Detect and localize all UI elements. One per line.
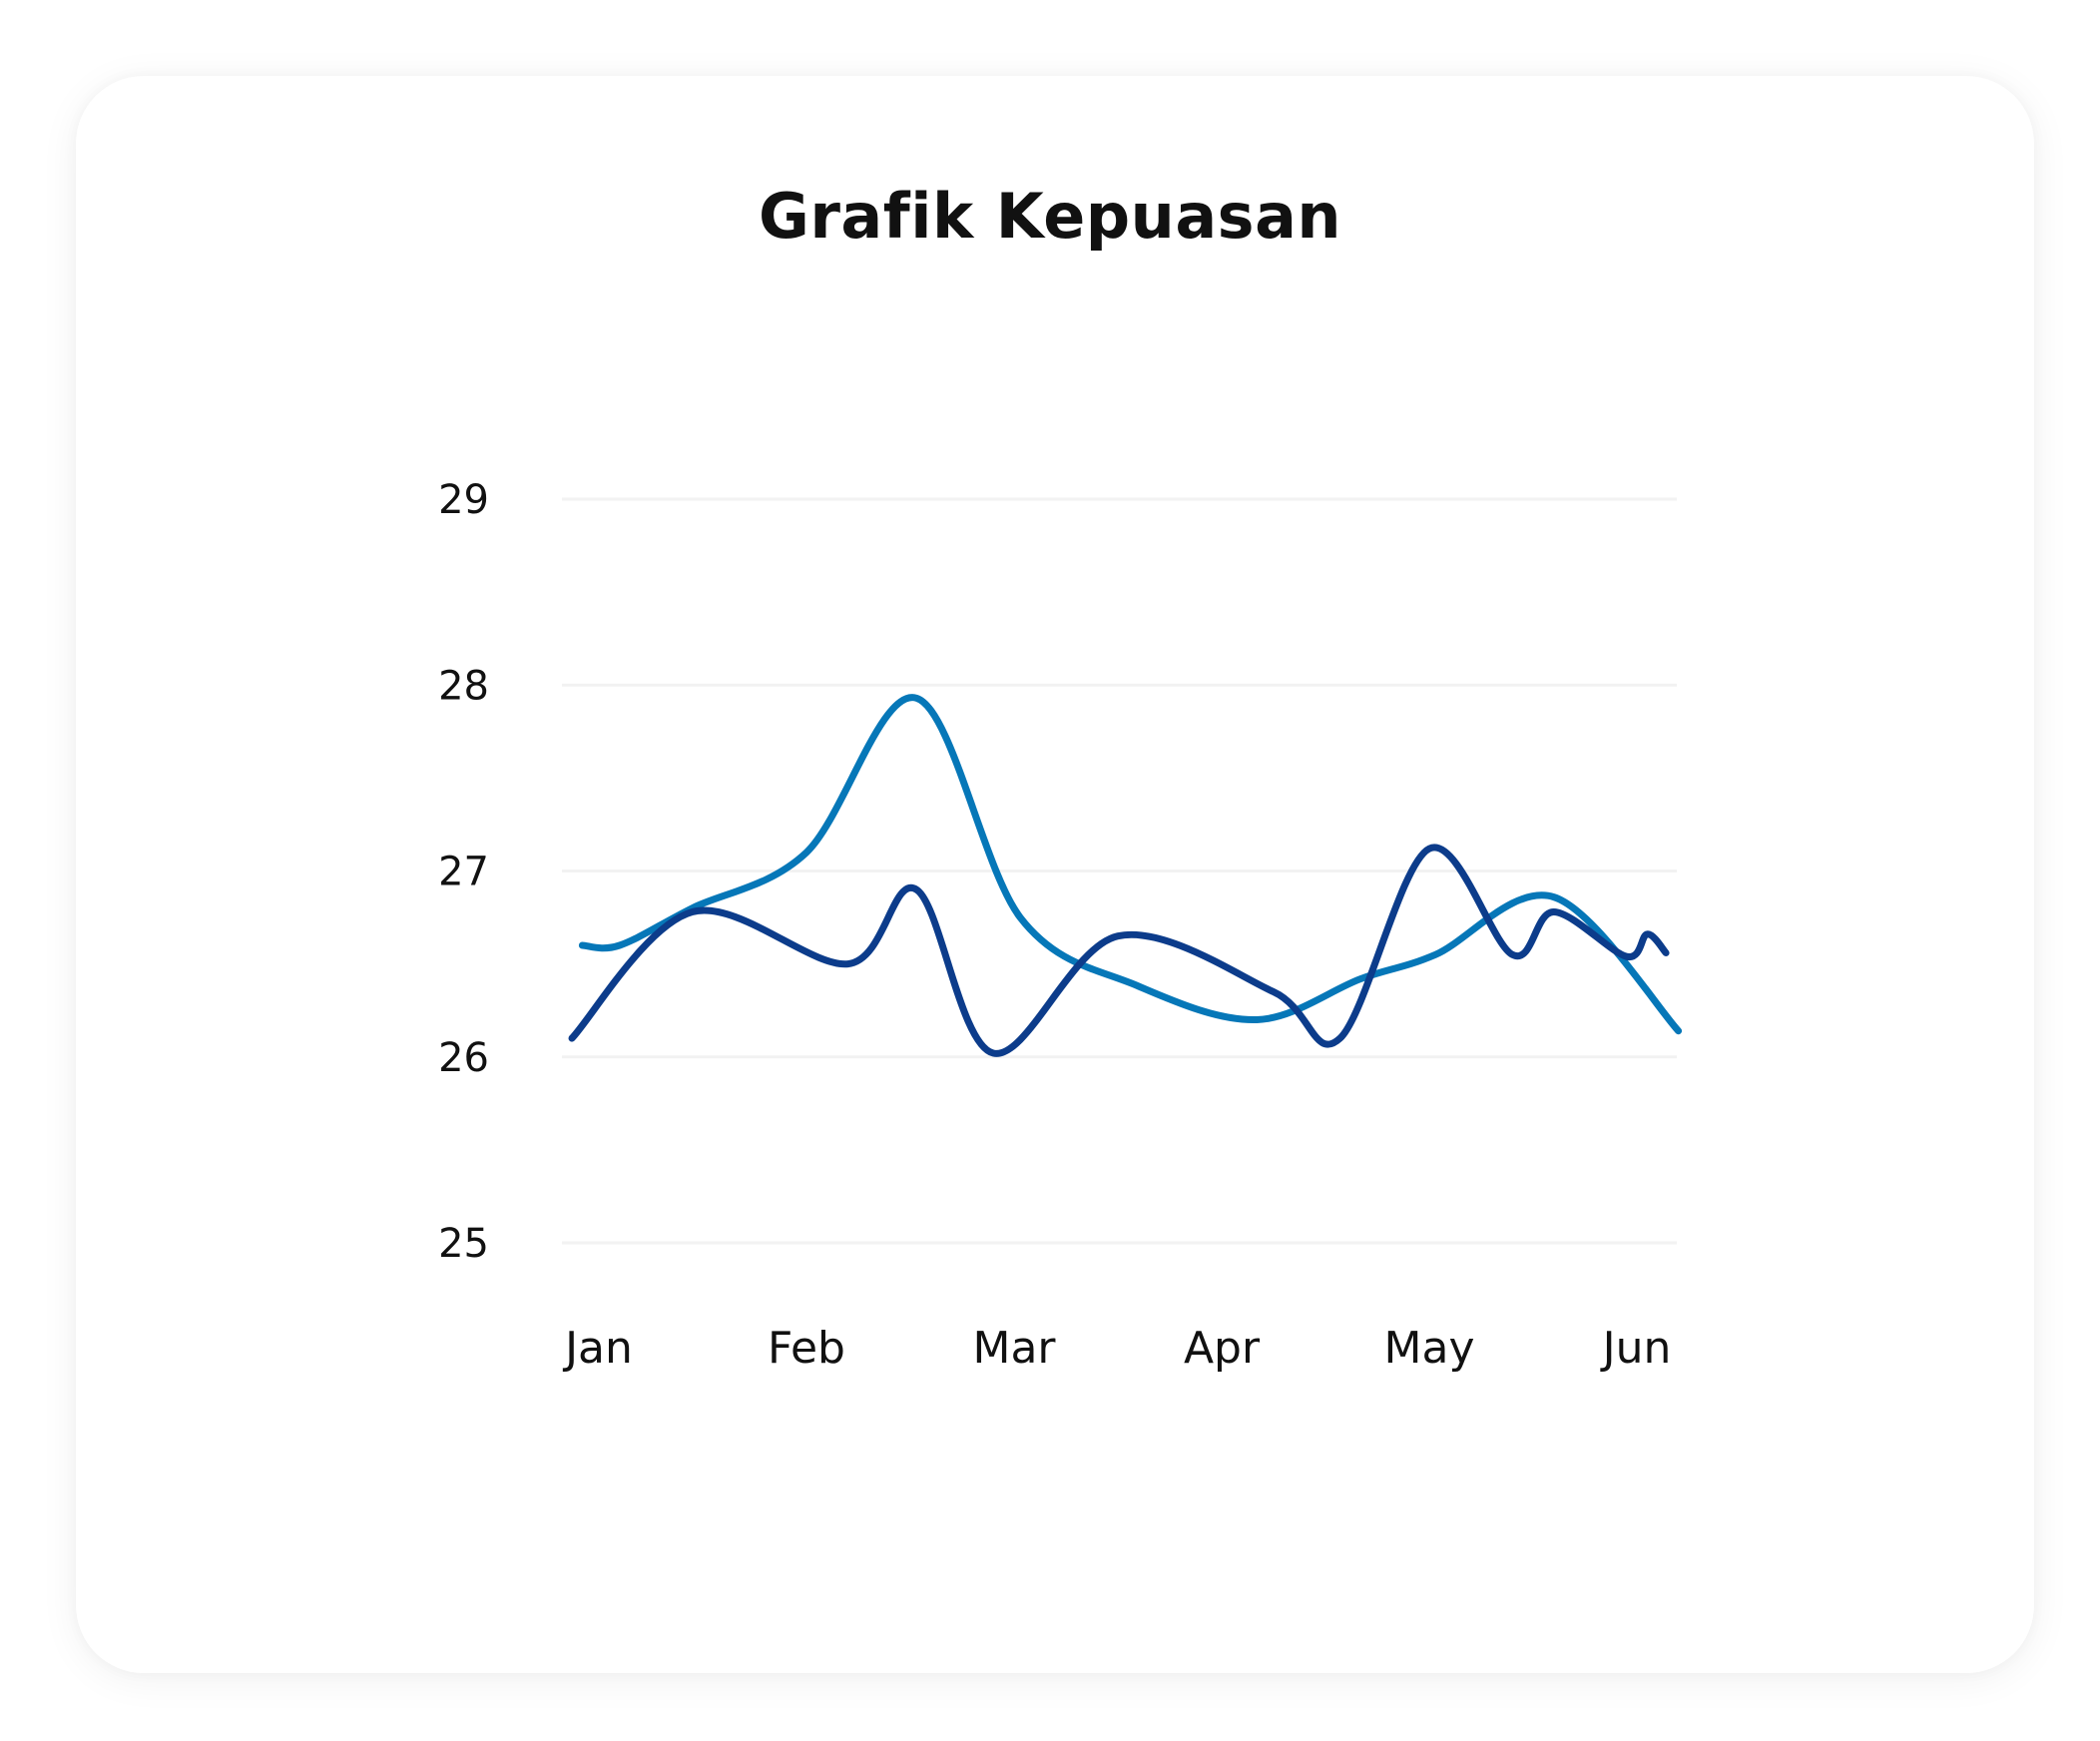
- y-tick-label: 29: [438, 477, 489, 523]
- y-axis-ticks: 29 28 27 26 25: [438, 477, 489, 1267]
- chart-title: Grafik Kepuasan: [758, 180, 1342, 253]
- y-tick-label: 25: [438, 1221, 489, 1267]
- x-tick-label-jan: Jan: [562, 1323, 633, 1374]
- y-tick-label: 27: [438, 850, 489, 895]
- x-tick-label-may: May: [1384, 1323, 1475, 1374]
- y-tick-label: 28: [438, 663, 489, 709]
- x-tick-label-feb: Feb: [768, 1323, 845, 1374]
- x-axis-ticks: Jan Feb Mar Apr May Jun: [562, 1323, 1671, 1374]
- y-tick-label: 26: [438, 1035, 489, 1081]
- chart-card: [76, 76, 2034, 1673]
- series-line-1: [578, 694, 1683, 1035]
- x-tick-label-mar: Mar: [972, 1323, 1056, 1374]
- x-tick-label-jun: Jun: [1600, 1323, 1672, 1374]
- series-line-2: [568, 844, 1670, 1057]
- series-layer: [568, 694, 1683, 1057]
- grid-layer: [562, 497, 1677, 1245]
- x-tick-label-apr: Apr: [1184, 1323, 1261, 1374]
